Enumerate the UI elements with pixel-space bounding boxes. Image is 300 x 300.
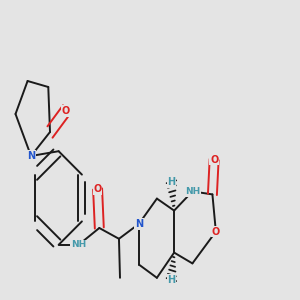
Text: O: O [94, 184, 102, 194]
Text: N: N [135, 219, 143, 229]
Text: N: N [27, 151, 35, 161]
Text: H: H [167, 274, 175, 285]
Text: O: O [210, 154, 218, 165]
Text: O: O [61, 106, 70, 116]
Text: NH: NH [185, 187, 200, 196]
Text: O: O [212, 226, 220, 237]
Text: H: H [167, 177, 175, 187]
Text: NH: NH [71, 240, 86, 249]
